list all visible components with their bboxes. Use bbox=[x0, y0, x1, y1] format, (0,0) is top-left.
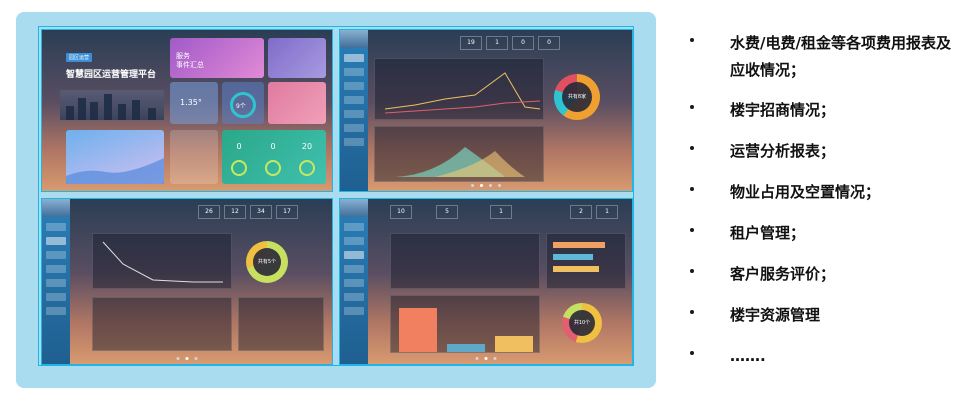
list-item-text: 运营分析报表； bbox=[730, 142, 836, 160]
bullet-icon bbox=[690, 351, 694, 355]
list-item-text: 物业占用及空置情况； bbox=[730, 183, 881, 201]
pager-dots bbox=[176, 357, 198, 360]
tile-service-events: 服务 事件汇总 bbox=[170, 38, 264, 78]
list-item-text: 租户管理； bbox=[730, 224, 806, 242]
curve-chart bbox=[102, 241, 223, 283]
tile-purple bbox=[268, 38, 326, 78]
screenshot-panel: 园区运营 智慧园区运营管理平台 服务 事件汇总 1.35° 9个 bbox=[16, 12, 656, 388]
list-item-text: 楼宇资源管理 bbox=[730, 306, 821, 324]
stat-4: 2 bbox=[570, 205, 592, 219]
resource-donut: 共10个 bbox=[562, 303, 602, 343]
stat-1: 10 bbox=[390, 205, 412, 219]
bar-1 bbox=[399, 308, 437, 352]
occupancy-donut-label: 共有8家 bbox=[562, 82, 592, 112]
list-item-text: 楼宇招商情况； bbox=[730, 101, 836, 119]
sidebar-logo bbox=[340, 199, 368, 217]
sidebar-logo bbox=[42, 199, 70, 217]
list-item-text: 水费/电费/租金等各项费用报表及应收情况； bbox=[730, 34, 951, 79]
stat-4: 0 bbox=[538, 36, 560, 50]
screenshot-grid: 园区运营 智慧园区运营管理平台 服务 事件汇总 1.35° 9个 bbox=[38, 26, 634, 366]
list-item-text: ……. bbox=[730, 347, 766, 365]
resource-donut-label: 共10个 bbox=[569, 310, 595, 336]
service-list bbox=[238, 297, 324, 351]
tile-pink bbox=[268, 82, 326, 124]
tile-area-chart bbox=[66, 130, 164, 184]
sidebar bbox=[340, 30, 368, 191]
area-chart-box bbox=[374, 126, 544, 182]
stat-4: 17 bbox=[276, 205, 298, 219]
city-skyline-image bbox=[60, 90, 164, 120]
stat-1: 26 bbox=[198, 205, 220, 219]
sidebar bbox=[340, 199, 368, 364]
tile-green-stats: 0 0 20 bbox=[222, 130, 326, 184]
platform-header: 园区运营 智慧园区运营管理平台 bbox=[66, 44, 160, 96]
bullet-icon bbox=[690, 269, 694, 273]
sidebar bbox=[42, 199, 70, 364]
sidebar-logo bbox=[340, 30, 368, 48]
stat-2: 1 bbox=[486, 36, 508, 50]
pager-dots bbox=[475, 357, 497, 360]
stat-1: 19 bbox=[460, 36, 482, 50]
dashboard-screenshot-overview: 园区运营 智慧园区运营管理平台 服务 事件汇总 1.35° 9个 bbox=[41, 29, 333, 192]
line-chart bbox=[384, 72, 541, 114]
bar-2 bbox=[447, 344, 485, 352]
stat-3: 34 bbox=[250, 205, 272, 219]
line-chart-box bbox=[374, 58, 544, 120]
bullet-icon bbox=[690, 146, 694, 150]
bar-3 bbox=[495, 336, 533, 352]
stat-2: 5 bbox=[436, 205, 458, 219]
space-table bbox=[390, 233, 540, 289]
green-stat-2: 0 bbox=[270, 142, 276, 151]
list-item-text: 客户服务评价； bbox=[730, 265, 836, 283]
dashboard-screenshot-leasing: 26 12 34 17 共有5个 bbox=[41, 198, 333, 365]
bullet-icon bbox=[690, 38, 694, 42]
green-bubble-3 bbox=[299, 160, 315, 176]
stat-2: 12 bbox=[224, 205, 246, 219]
green-bubble-1 bbox=[231, 160, 247, 176]
leasing-donut-label: 共有5个 bbox=[253, 248, 281, 276]
green-stat-3: 20 bbox=[301, 142, 313, 151]
platform-tag: 园区运营 bbox=[66, 53, 93, 62]
tenant-table bbox=[92, 297, 232, 351]
bar-chart-box bbox=[390, 295, 540, 353]
area-wave bbox=[66, 158, 164, 184]
tile-service-events-label: 服务 事件汇总 bbox=[176, 52, 204, 69]
curve-chart-box bbox=[92, 233, 232, 289]
tag-list bbox=[546, 233, 626, 289]
bullet-icon bbox=[690, 105, 694, 109]
platform-title: 智慧园区运营管理平台 bbox=[66, 70, 157, 80]
green-stat-1: 0 bbox=[236, 142, 242, 151]
count-ring bbox=[230, 92, 256, 118]
dashboard-screenshot-resources: 10 5 1 2 1 共10个 bbox=[339, 198, 633, 365]
stat-3: 0 bbox=[512, 36, 534, 50]
dashboard-screenshot-finance: 19 1 0 0 共有8家 bbox=[339, 29, 633, 192]
tile-count-value: 9个 bbox=[236, 103, 246, 110]
occupancy-donut: 共有8家 bbox=[554, 74, 600, 120]
stat-5: 1 bbox=[596, 205, 618, 219]
tile-temperature: 1.35° bbox=[170, 82, 218, 124]
stat-3: 1 bbox=[490, 205, 512, 219]
tile-temperature-value: 1.35° bbox=[180, 98, 202, 107]
bullet-icon bbox=[690, 228, 694, 232]
area-chart bbox=[395, 147, 525, 177]
bullet-icon bbox=[690, 310, 694, 314]
bullet-icon bbox=[690, 187, 694, 191]
green-bubble-2 bbox=[265, 160, 281, 176]
tile-count: 9个 bbox=[222, 82, 264, 124]
leasing-donut: 共有5个 bbox=[246, 241, 288, 283]
tile-list bbox=[170, 130, 218, 184]
pager-dots bbox=[471, 184, 501, 187]
